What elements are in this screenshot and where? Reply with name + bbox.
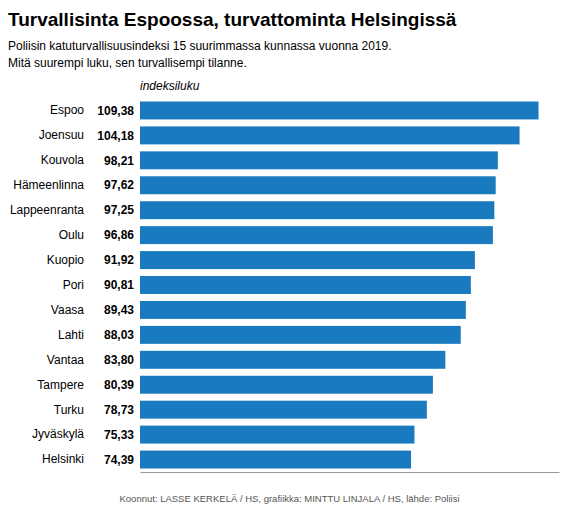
data-label: 96,86 <box>104 228 134 242</box>
y-tick: Espoo <box>50 103 84 117</box>
y-tick: Turku <box>54 403 84 417</box>
data-label: 75,33 <box>104 428 134 442</box>
y-tick-label: Turku <box>54 403 84 417</box>
data-label: 109,38 <box>97 104 134 118</box>
bar <box>140 226 493 244</box>
y-tick: Oulu <box>59 228 84 242</box>
bar <box>140 101 539 119</box>
axis-label: indeksiluku <box>140 79 200 93</box>
bar <box>140 276 471 294</box>
y-tick-label: Oulu <box>59 228 84 242</box>
bar <box>140 151 498 169</box>
y-tick: Hämeenlinna <box>13 178 84 192</box>
bar <box>140 426 414 444</box>
bar <box>140 251 475 269</box>
y-tick-label: Vaasa <box>51 303 84 317</box>
y-tick-label: Lahti <box>58 328 84 342</box>
subtitle: Poliisin katuturvallisuusindeksi 15 suur… <box>8 39 392 70</box>
x-axis-line <box>141 472 560 473</box>
y-tick-label: Kouvola <box>41 153 85 167</box>
plot: 109,38 104,18 98,21 97,62 97,25 96,86 91,92 90,… <box>10 101 560 472</box>
y-tick: Lahti <box>58 328 84 342</box>
data-label: 83,80 <box>104 353 134 367</box>
bar <box>140 176 496 194</box>
data-label: 80,39 <box>104 378 134 392</box>
y-tick: Jyväskylä <box>32 427 84 441</box>
bars <box>140 101 539 468</box>
y-tick: Joensuu <box>39 128 84 142</box>
x-axis <box>141 472 560 473</box>
bar <box>140 301 466 319</box>
y-tick-label: Vantaa <box>47 353 84 367</box>
data-label: 88,03 <box>104 328 134 342</box>
data-label: 78,73 <box>104 403 134 417</box>
bar <box>140 326 461 344</box>
y-tick: Helsinki <box>42 452 84 466</box>
y-tick: Vaasa <box>51 303 84 317</box>
data-label: 89,43 <box>104 303 134 317</box>
y-tick: Kuopio <box>47 253 85 267</box>
footer: Koonnut: LASSE KERKELÄ / HS, grafiikka: … <box>119 493 459 504</box>
data-label: 104,18 <box>97 129 134 143</box>
y-tick: Tampere <box>37 378 84 392</box>
subtitle-line: Poliisin katuturvallisuusindeksi 15 suur… <box>8 39 392 53</box>
bar <box>140 451 411 469</box>
bar <box>140 126 520 144</box>
chart: Turvallisinta Espoossa, turvattominta He… <box>0 0 579 512</box>
y-tick-label: Espoo <box>50 103 84 117</box>
y-tick-label: Lappeenranta <box>10 203 84 217</box>
bar <box>140 201 494 219</box>
data-label: 74,39 <box>104 453 134 467</box>
data-label: 98,21 <box>104 154 134 168</box>
y-tick: Lappeenranta <box>10 203 84 217</box>
y-tick-label: Jyväskylä <box>32 427 84 441</box>
y-tick: Pori <box>63 278 84 292</box>
bar <box>140 401 427 419</box>
data-label: 97,25 <box>104 203 134 217</box>
y-tick-label: Kuopio <box>47 253 85 267</box>
subtitle-line: Mitä suurempi luku, sen turvallisempi ti… <box>8 56 247 70</box>
y-tick: Vantaa <box>47 353 84 367</box>
data-label: 97,62 <box>104 178 134 192</box>
data-label: 91,92 <box>104 253 134 267</box>
title: Turvallisinta Espoossa, turvattominta He… <box>8 9 457 30</box>
y-tick-label: Hämeenlinna <box>13 178 84 192</box>
y-tick-label: Helsinki <box>42 452 84 466</box>
bar <box>140 351 445 369</box>
data-labels: 109,38 104,18 98,21 97,62 97,25 96,86 91,92 90,… <box>97 104 134 467</box>
y-tick-label: Tampere <box>37 378 84 392</box>
y-tick-label: Pori <box>63 278 84 292</box>
data-label: 90,81 <box>104 278 134 292</box>
y-axis: Espoo Joensuu Kouvola Hämeenlinna Lappeenran… <box>10 103 84 466</box>
bar <box>140 376 433 394</box>
y-tick: Kouvola <box>41 153 85 167</box>
y-tick-label: Joensuu <box>39 128 84 142</box>
